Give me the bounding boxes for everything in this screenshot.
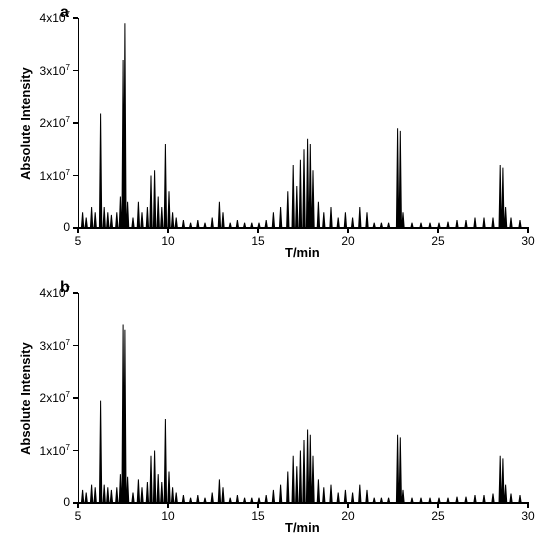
xtick-label: 20 bbox=[338, 234, 358, 248]
xtick-label: 10 bbox=[158, 509, 178, 523]
xtick-label: 15 bbox=[248, 509, 268, 523]
ytick bbox=[73, 450, 78, 452]
ytick bbox=[73, 397, 78, 399]
xtick bbox=[167, 503, 169, 508]
figure: a Absolute Intensity 01x1072x1073x1074x1… bbox=[0, 0, 552, 551]
xtick bbox=[257, 228, 259, 233]
panel-b-spectrum bbox=[79, 293, 529, 503]
ytick bbox=[73, 175, 78, 177]
xtick bbox=[347, 228, 349, 233]
ytick bbox=[73, 122, 78, 124]
ytick-label: 3x107 bbox=[28, 63, 70, 78]
xtick-label: 15 bbox=[248, 234, 268, 248]
xtick-label: 25 bbox=[428, 234, 448, 248]
ytick-label: 0 bbox=[28, 220, 70, 234]
panel-a-spectrum bbox=[79, 18, 529, 228]
panel-b-xlabel: T/min bbox=[285, 520, 320, 535]
ytick bbox=[73, 345, 78, 347]
xtick-label: 5 bbox=[68, 234, 88, 248]
ytick-label: 1x107 bbox=[28, 168, 70, 183]
xtick bbox=[437, 503, 439, 508]
ytick-label: 2x107 bbox=[28, 390, 70, 405]
ytick-label: 4x107 bbox=[28, 10, 70, 25]
xtick-label: 5 bbox=[68, 509, 88, 523]
ytick-label: 4x107 bbox=[28, 285, 70, 300]
xtick bbox=[167, 228, 169, 233]
panel-a: a Absolute Intensity 01x1072x1073x1074x1… bbox=[0, 0, 552, 275]
xtick bbox=[437, 228, 439, 233]
xtick-label: 25 bbox=[428, 509, 448, 523]
xtick-label: 20 bbox=[338, 509, 358, 523]
xtick bbox=[77, 228, 79, 233]
xtick-label: 30 bbox=[518, 509, 538, 523]
xtick bbox=[527, 503, 529, 508]
ytick bbox=[73, 70, 78, 72]
panel-a-plot bbox=[78, 18, 529, 229]
ytick-label: 1x107 bbox=[28, 443, 70, 458]
xtick-label: 30 bbox=[518, 234, 538, 248]
xtick bbox=[347, 503, 349, 508]
ytick-label: 0 bbox=[28, 495, 70, 509]
xtick bbox=[527, 228, 529, 233]
ytick-label: 3x107 bbox=[28, 338, 70, 353]
ytick bbox=[73, 292, 78, 294]
ytick-label: 2x107 bbox=[28, 115, 70, 130]
panel-a-xlabel: T/min bbox=[285, 245, 320, 260]
xtick bbox=[257, 503, 259, 508]
panel-b-plot bbox=[78, 293, 529, 504]
panel-b: b Absolute Intensity 01x1072x1073x1074x1… bbox=[0, 275, 552, 551]
xtick bbox=[77, 503, 79, 508]
ytick bbox=[73, 17, 78, 19]
xtick-label: 10 bbox=[158, 234, 178, 248]
